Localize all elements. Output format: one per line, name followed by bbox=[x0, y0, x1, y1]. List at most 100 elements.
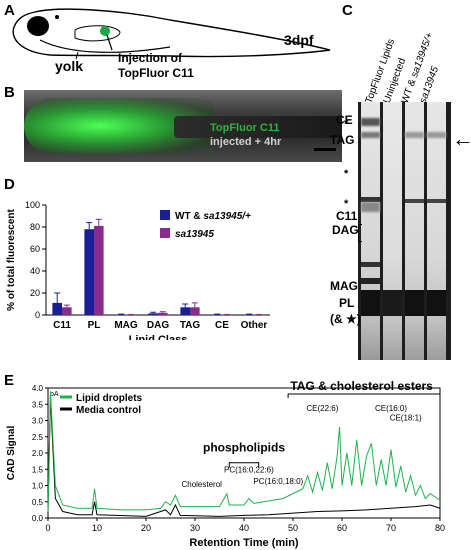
x-tick-label: TAG bbox=[180, 320, 201, 331]
band-tag-label: TAG bbox=[330, 133, 355, 147]
x-tick-label: 0 bbox=[45, 523, 50, 533]
bar bbox=[244, 314, 254, 315]
series-line bbox=[47, 391, 441, 512]
yolk-label: yolk bbox=[55, 58, 84, 74]
x-tick-label: 60 bbox=[337, 523, 347, 533]
y-tick-label: 1.0 bbox=[32, 482, 44, 491]
bracket-tag-ce bbox=[287, 393, 441, 398]
x-axis-label: Retention Time (min) bbox=[189, 537, 299, 549]
overlay-line-2: injected + 4hr bbox=[210, 136, 282, 148]
bar bbox=[94, 225, 104, 315]
legend-swatch-1 bbox=[160, 210, 170, 220]
band-ce-label: CE bbox=[336, 113, 353, 127]
lane-2 bbox=[383, 102, 402, 360]
y-tick-label: 0 bbox=[35, 310, 40, 320]
y-axis-label: % of total fluorescent bbox=[6, 208, 17, 310]
zebrafish-larva-diagram bbox=[12, 8, 331, 60]
bar bbox=[148, 313, 158, 315]
legend-label: Lipid droplets bbox=[76, 393, 143, 404]
series-line bbox=[47, 397, 441, 517]
overlay-line-1: TopFluor C11 bbox=[210, 122, 280, 134]
injection-line-2: TopFluor C11 bbox=[118, 66, 194, 80]
lane-1 bbox=[361, 102, 380, 360]
bar bbox=[116, 314, 126, 315]
fluorescence-image: TopFluor C11 injected + 4hr bbox=[24, 90, 342, 162]
band-dag-label: DAG bbox=[332, 223, 359, 237]
bar bbox=[190, 307, 200, 315]
y-tick-label: 3.0 bbox=[32, 417, 44, 426]
panel-label-d: D bbox=[4, 176, 15, 193]
star-2: * bbox=[344, 168, 349, 180]
x-tick-label: 30 bbox=[190, 523, 200, 533]
bar bbox=[62, 307, 72, 315]
x-tick-label: 50 bbox=[288, 523, 298, 533]
x-tick-label: 80 bbox=[435, 523, 445, 533]
panel-label-e: E bbox=[4, 372, 15, 389]
x-tick-label: C11 bbox=[53, 320, 71, 331]
y-tick-label: 0.0 bbox=[32, 514, 44, 523]
x-tick-label: PL bbox=[88, 320, 101, 331]
x-tick-label: 20 bbox=[141, 523, 151, 533]
tlc-plate bbox=[358, 102, 451, 360]
y-tick-label: 80 bbox=[30, 222, 40, 232]
stage-label: 3dpf bbox=[284, 32, 314, 48]
scale-bar bbox=[314, 148, 336, 151]
annotation-cholesterol: Cholesterol bbox=[181, 480, 222, 489]
bar bbox=[52, 302, 62, 315]
dag-bracket bbox=[358, 224, 362, 242]
band-pl-label: PL bbox=[339, 296, 355, 310]
injection-site-icon bbox=[100, 26, 110, 36]
band-c11-label: C11 bbox=[336, 209, 358, 223]
annotation-ce1: CE(22:6) bbox=[306, 404, 338, 413]
annotation-ce3: CE(18:1) bbox=[390, 414, 422, 423]
eye-icon bbox=[27, 16, 49, 36]
star-3: * bbox=[344, 198, 349, 210]
annotation-pc1: PC(16:0,22:6) bbox=[224, 466, 274, 475]
legend-label-1: WT & sa13945/+ bbox=[175, 211, 251, 222]
injection-line-1: Injection of bbox=[118, 51, 182, 65]
star-1: * bbox=[344, 118, 349, 130]
x-tick-label: MAG bbox=[114, 320, 138, 331]
unit-label: pA bbox=[50, 391, 59, 398]
x-tick-label: Other bbox=[241, 320, 268, 331]
y-tick-label: 40 bbox=[30, 266, 40, 276]
y-tick-label: 60 bbox=[30, 244, 40, 254]
panel-label-b: B bbox=[4, 84, 15, 101]
bar bbox=[158, 312, 168, 315]
band-pl-note: (& ★) bbox=[330, 312, 361, 326]
legend-label: Media control bbox=[76, 405, 141, 416]
y-tick-label: 0.5 bbox=[32, 498, 44, 507]
arrow-icon: ← bbox=[452, 126, 471, 151]
annotation-ce2: CE(16:0) bbox=[375, 404, 407, 413]
y-tick-label: 2.0 bbox=[32, 449, 44, 458]
line-chart-e: 0.0 0.5 1.0 1.5 2.0 2.5 3.0 3.5 4.0 0 10 20 30 40 50 60… bbox=[6, 379, 445, 549]
annotation-pc2: PC(16:0,18:0) bbox=[253, 477, 303, 486]
x-tick-label: 40 bbox=[239, 523, 249, 533]
y-tick-label: 3.5 bbox=[32, 400, 44, 409]
x-tick-label: DAG bbox=[147, 320, 169, 331]
legend-swatch-2 bbox=[160, 228, 170, 238]
lane-3 bbox=[405, 102, 424, 360]
y-tick-label: 100 bbox=[25, 200, 40, 210]
annotation-tag-ce: TAG & cholesterol esters bbox=[290, 379, 433, 393]
y-tick-label: 1.5 bbox=[32, 465, 44, 474]
annotation-phospholipids: phospholipids bbox=[203, 440, 285, 454]
panel-label-a: A bbox=[4, 2, 15, 19]
x-tick-label: 10 bbox=[92, 523, 102, 533]
y-tick-label: 20 bbox=[30, 288, 40, 298]
bracket-phospholipids bbox=[228, 462, 260, 468]
x-axis-label: Lipid Class bbox=[129, 334, 188, 340]
legend-label-2: sa13945 bbox=[175, 229, 214, 240]
bar bbox=[212, 314, 222, 315]
x-tick-label: 70 bbox=[386, 523, 396, 533]
bar bbox=[180, 307, 190, 315]
band-mag-label: MAG bbox=[330, 279, 358, 293]
lane-4 bbox=[427, 102, 446, 360]
panel-label-c: C bbox=[342, 2, 353, 19]
y-axis-label: CAD Signal bbox=[6, 426, 17, 481]
bar-chart-d: 0 20 40 60 80 100 C11 PL MAG DAG TAG CE Other Lipid C… bbox=[6, 200, 270, 340]
x-tick-label: CE bbox=[215, 320, 229, 331]
y-tick-label: 4.0 bbox=[32, 384, 44, 393]
bar bbox=[84, 229, 94, 315]
y-tick-label: 2.5 bbox=[32, 433, 44, 442]
